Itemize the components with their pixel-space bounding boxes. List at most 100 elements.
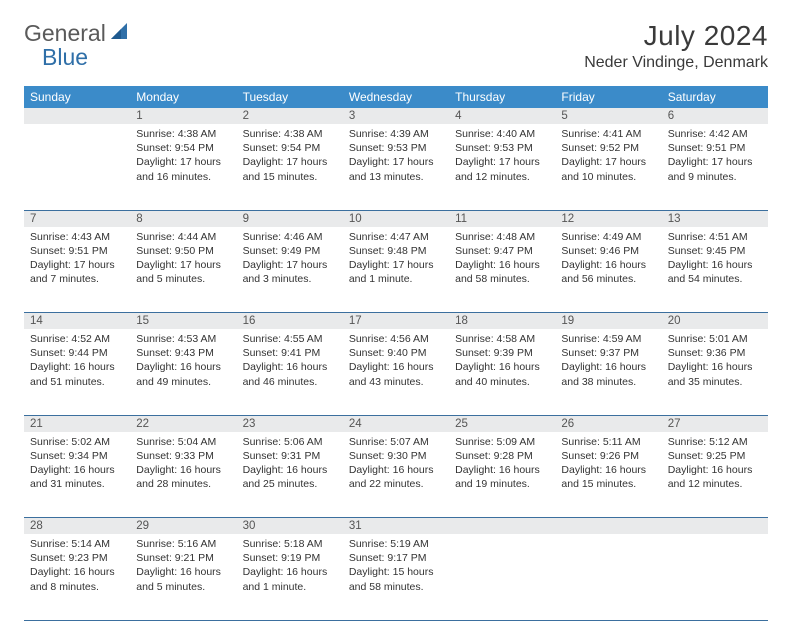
weekday-header: Thursday [449, 86, 555, 108]
day-cell-body: Sunrise: 4:52 AMSunset: 9:44 PMDaylight:… [24, 329, 130, 393]
day-number-cell: 17 [343, 313, 449, 330]
day-cell: Sunrise: 5:04 AMSunset: 9:33 PMDaylight:… [130, 432, 236, 518]
day-cell-body: Sunrise: 4:42 AMSunset: 9:51 PMDaylight:… [662, 124, 768, 188]
sunset-text: Sunset: 9:39 PM [455, 346, 549, 360]
day-cell: Sunrise: 5:14 AMSunset: 9:23 PMDaylight:… [24, 534, 130, 620]
sunrise-text: Sunrise: 4:39 AM [349, 127, 443, 141]
day-number-cell: 29 [130, 518, 236, 535]
sunset-text: Sunset: 9:37 PM [561, 346, 655, 360]
day-cell-body: Sunrise: 5:06 AMSunset: 9:31 PMDaylight:… [237, 432, 343, 496]
week-row: Sunrise: 5:14 AMSunset: 9:23 PMDaylight:… [24, 534, 768, 620]
week-row: Sunrise: 5:02 AMSunset: 9:34 PMDaylight:… [24, 432, 768, 518]
daylight-text: Daylight: 16 hours and 54 minutes. [668, 258, 762, 286]
day-cell-body: Sunrise: 5:12 AMSunset: 9:25 PMDaylight:… [662, 432, 768, 496]
brand-sail-icon [109, 21, 129, 46]
weekday-header: Tuesday [237, 86, 343, 108]
daylight-text: Daylight: 16 hours and 49 minutes. [136, 360, 230, 388]
sunset-text: Sunset: 9:45 PM [668, 244, 762, 258]
day-cell-body: Sunrise: 4:55 AMSunset: 9:41 PMDaylight:… [237, 329, 343, 393]
daylight-text: Daylight: 17 hours and 10 minutes. [561, 155, 655, 183]
daylight-text: Daylight: 17 hours and 16 minutes. [136, 155, 230, 183]
sunset-text: Sunset: 9:49 PM [243, 244, 337, 258]
daylight-text: Daylight: 17 hours and 15 minutes. [243, 155, 337, 183]
sunset-text: Sunset: 9:26 PM [561, 449, 655, 463]
sunset-text: Sunset: 9:51 PM [668, 141, 762, 155]
sunset-text: Sunset: 9:53 PM [455, 141, 549, 155]
sunset-text: Sunset: 9:17 PM [349, 551, 443, 565]
day-number-cell: 26 [555, 415, 661, 432]
day-number-cell: 3 [343, 108, 449, 124]
sunset-text: Sunset: 9:54 PM [243, 141, 337, 155]
day-cell: Sunrise: 5:01 AMSunset: 9:36 PMDaylight:… [662, 329, 768, 415]
day-number-row: 14151617181920 [24, 313, 768, 330]
week-row: Sunrise: 4:52 AMSunset: 9:44 PMDaylight:… [24, 329, 768, 415]
day-cell [662, 534, 768, 620]
week-row: Sunrise: 4:43 AMSunset: 9:51 PMDaylight:… [24, 227, 768, 313]
day-number-row: 123456 [24, 108, 768, 124]
sunrise-text: Sunrise: 4:41 AM [561, 127, 655, 141]
day-cell: Sunrise: 4:59 AMSunset: 9:37 PMDaylight:… [555, 329, 661, 415]
sunset-text: Sunset: 9:51 PM [30, 244, 124, 258]
day-number-cell: 19 [555, 313, 661, 330]
day-cell-body: Sunrise: 5:19 AMSunset: 9:17 PMDaylight:… [343, 534, 449, 598]
daylight-text: Daylight: 15 hours and 58 minutes. [349, 565, 443, 593]
day-number-cell [662, 518, 768, 535]
page-header: General July 2024 Neder Vindinge, Denmar… [24, 20, 768, 72]
day-number-row: 78910111213 [24, 210, 768, 227]
day-number-cell: 5 [555, 108, 661, 124]
daylight-text: Daylight: 16 hours and 22 minutes. [349, 463, 443, 491]
sunrise-text: Sunrise: 4:42 AM [668, 127, 762, 141]
month-title: July 2024 [584, 20, 768, 52]
day-cell-body: Sunrise: 4:43 AMSunset: 9:51 PMDaylight:… [24, 227, 130, 291]
day-number-cell: 6 [662, 108, 768, 124]
sunrise-text: Sunrise: 4:53 AM [136, 332, 230, 346]
day-cell: Sunrise: 5:16 AMSunset: 9:21 PMDaylight:… [130, 534, 236, 620]
day-cell: Sunrise: 4:43 AMSunset: 9:51 PMDaylight:… [24, 227, 130, 313]
sunset-text: Sunset: 9:40 PM [349, 346, 443, 360]
sunrise-text: Sunrise: 4:48 AM [455, 230, 549, 244]
sunrise-text: Sunrise: 4:38 AM [136, 127, 230, 141]
day-cell [555, 534, 661, 620]
day-cell-body: Sunrise: 4:48 AMSunset: 9:47 PMDaylight:… [449, 227, 555, 291]
day-number-cell: 4 [449, 108, 555, 124]
daylight-text: Daylight: 16 hours and 28 minutes. [136, 463, 230, 491]
sunrise-text: Sunrise: 5:12 AM [668, 435, 762, 449]
sunrise-text: Sunrise: 4:51 AM [668, 230, 762, 244]
weekday-header-row: SundayMondayTuesdayWednesdayThursdayFrid… [24, 86, 768, 108]
day-number-cell: 16 [237, 313, 343, 330]
day-cell-body: Sunrise: 5:14 AMSunset: 9:23 PMDaylight:… [24, 534, 130, 598]
sunset-text: Sunset: 9:53 PM [349, 141, 443, 155]
day-cell: Sunrise: 5:06 AMSunset: 9:31 PMDaylight:… [237, 432, 343, 518]
day-cell-body: Sunrise: 4:49 AMSunset: 9:46 PMDaylight:… [555, 227, 661, 291]
sunrise-text: Sunrise: 5:06 AM [243, 435, 337, 449]
day-cell: Sunrise: 5:09 AMSunset: 9:28 PMDaylight:… [449, 432, 555, 518]
daylight-text: Daylight: 17 hours and 13 minutes. [349, 155, 443, 183]
daylight-text: Daylight: 17 hours and 7 minutes. [30, 258, 124, 286]
sunrise-text: Sunrise: 5:14 AM [30, 537, 124, 551]
day-number-cell: 31 [343, 518, 449, 535]
sunset-text: Sunset: 9:25 PM [668, 449, 762, 463]
sunset-text: Sunset: 9:41 PM [243, 346, 337, 360]
sunrise-text: Sunrise: 4:46 AM [243, 230, 337, 244]
sunrise-text: Sunrise: 4:44 AM [136, 230, 230, 244]
brand-part1: General [24, 20, 106, 47]
day-cell: Sunrise: 4:38 AMSunset: 9:54 PMDaylight:… [130, 124, 236, 210]
day-cell-body: Sunrise: 4:53 AMSunset: 9:43 PMDaylight:… [130, 329, 236, 393]
daylight-text: Daylight: 16 hours and 56 minutes. [561, 258, 655, 286]
weekday-header: Saturday [662, 86, 768, 108]
day-number-cell [24, 108, 130, 124]
daylight-text: Daylight: 16 hours and 15 minutes. [561, 463, 655, 491]
sunset-text: Sunset: 9:44 PM [30, 346, 124, 360]
day-cell [449, 534, 555, 620]
day-cell: Sunrise: 4:38 AMSunset: 9:54 PMDaylight:… [237, 124, 343, 210]
day-cell-body: Sunrise: 4:56 AMSunset: 9:40 PMDaylight:… [343, 329, 449, 393]
day-cell-body: Sunrise: 4:38 AMSunset: 9:54 PMDaylight:… [237, 124, 343, 188]
day-cell: Sunrise: 4:44 AMSunset: 9:50 PMDaylight:… [130, 227, 236, 313]
sunrise-text: Sunrise: 4:40 AM [455, 127, 549, 141]
daylight-text: Daylight: 16 hours and 40 minutes. [455, 360, 549, 388]
day-cell: Sunrise: 4:55 AMSunset: 9:41 PMDaylight:… [237, 329, 343, 415]
calendar-table: SundayMondayTuesdayWednesdayThursdayFrid… [24, 86, 768, 621]
day-number-cell: 15 [130, 313, 236, 330]
day-number-cell: 28 [24, 518, 130, 535]
day-cell [24, 124, 130, 210]
